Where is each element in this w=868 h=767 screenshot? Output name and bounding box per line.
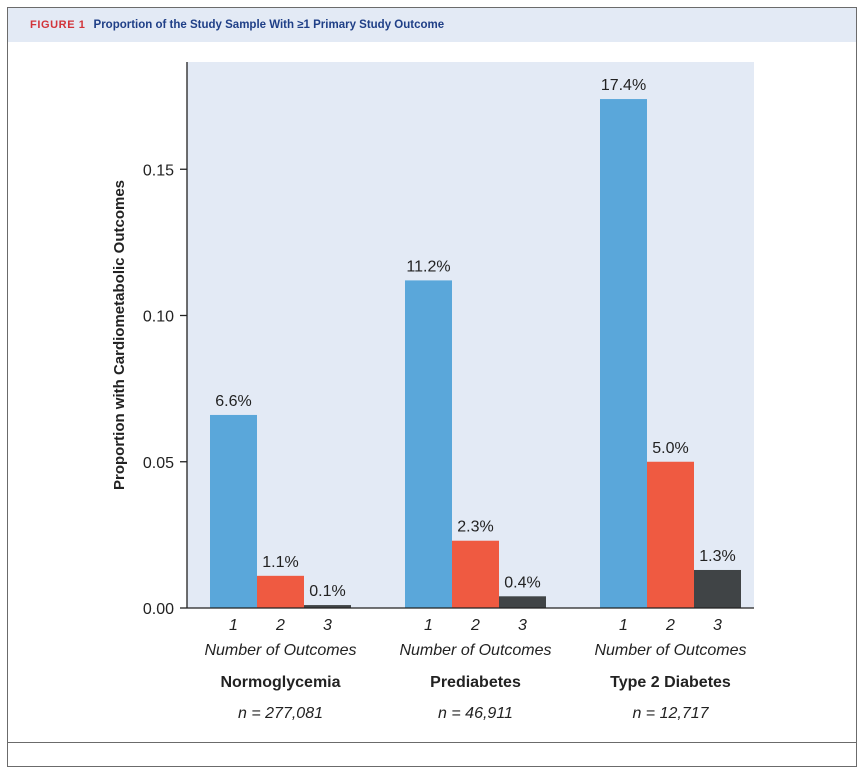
x-category-label: 3 <box>323 617 332 634</box>
group-sample-size: n = 12,717 <box>632 705 709 722</box>
figure-header: FIGURE 1 Proportion of the Study Sample … <box>8 8 856 42</box>
x-category-label: 2 <box>470 617 480 634</box>
y-tick-label: 0.15 <box>143 162 174 179</box>
bar-normoglycemia-1 <box>210 414 257 608</box>
bar-value-label: 17.4% <box>601 77 646 94</box>
group-name: Normoglycemia <box>220 674 340 691</box>
bar-chart: 6.6% 1.1% 0.1% 11.2% 2.3% 0.4% 17.4% 5.0% 1.3% 0… <box>111 62 754 722</box>
group-axis-label: Number of Outcomes <box>594 642 746 659</box>
x-category-label: 1 <box>424 617 433 634</box>
figure-title: Proportion of the Study Sample With ≥1 P… <box>93 19 445 31</box>
bar-prediabetes-2 <box>452 540 499 608</box>
y-tick-label: 0.10 <box>143 309 174 326</box>
bar-type-2-diabetes-1 <box>600 99 647 609</box>
y-tick-label: 0.05 <box>143 455 174 472</box>
bar-value-label: 1.1% <box>262 554 298 571</box>
y-ticks: 0.00 0.05 0.10 0.15 <box>143 162 187 618</box>
y-axis-label: Proportion with Cardiometabolic Outcomes <box>111 180 128 490</box>
group-sample-size: n = 277,081 <box>238 705 323 722</box>
bar-normoglycemia-3 <box>304 605 351 608</box>
bar-value-label: 2.3% <box>457 519 493 536</box>
bar-value-label: 5.0% <box>652 440 688 457</box>
group-axis-label: Number of Outcomes <box>399 642 551 659</box>
bars-layer: 6.6% 1.1% 0.1% 11.2% 2.3% 0.4% 17.4% 5.0% 1.3% <box>210 77 741 609</box>
bottom-divider <box>8 742 856 743</box>
group-axis-label: Number of Outcomes <box>204 642 356 659</box>
bar-type-2-diabetes-3 <box>694 569 741 608</box>
group-sample-size: n = 46,911 <box>438 705 513 722</box>
bar-prediabetes-3 <box>499 596 546 608</box>
x-category-label: 3 <box>713 617 722 634</box>
x-category-label: 3 <box>518 617 527 634</box>
bar-value-label: 6.6% <box>215 393 251 410</box>
bar-prediabetes-1 <box>405 280 452 608</box>
group-name: Prediabetes <box>430 674 521 691</box>
bar-value-label: 0.1% <box>309 583 345 600</box>
x-category-label: 1 <box>229 617 238 634</box>
y-tick-label: 0.00 <box>143 601 174 618</box>
bar-normoglycemia-2 <box>257 575 304 608</box>
x-category-label: 2 <box>275 617 285 634</box>
bar-value-label: 1.3% <box>699 548 735 565</box>
bar-value-label: 11.2% <box>406 258 450 275</box>
x-category-label: 1 <box>619 617 628 634</box>
x-labels: 1 2 3 Number of Outcomes Normoglycemia n = 27… <box>204 617 746 722</box>
bar-type-2-diabetes-2 <box>647 461 694 608</box>
bar-value-label: 0.4% <box>504 574 540 591</box>
x-category-label: 2 <box>665 617 675 634</box>
figure-label: FIGURE 1 <box>30 19 86 31</box>
group-name: Type 2 Diabetes <box>610 674 731 691</box>
